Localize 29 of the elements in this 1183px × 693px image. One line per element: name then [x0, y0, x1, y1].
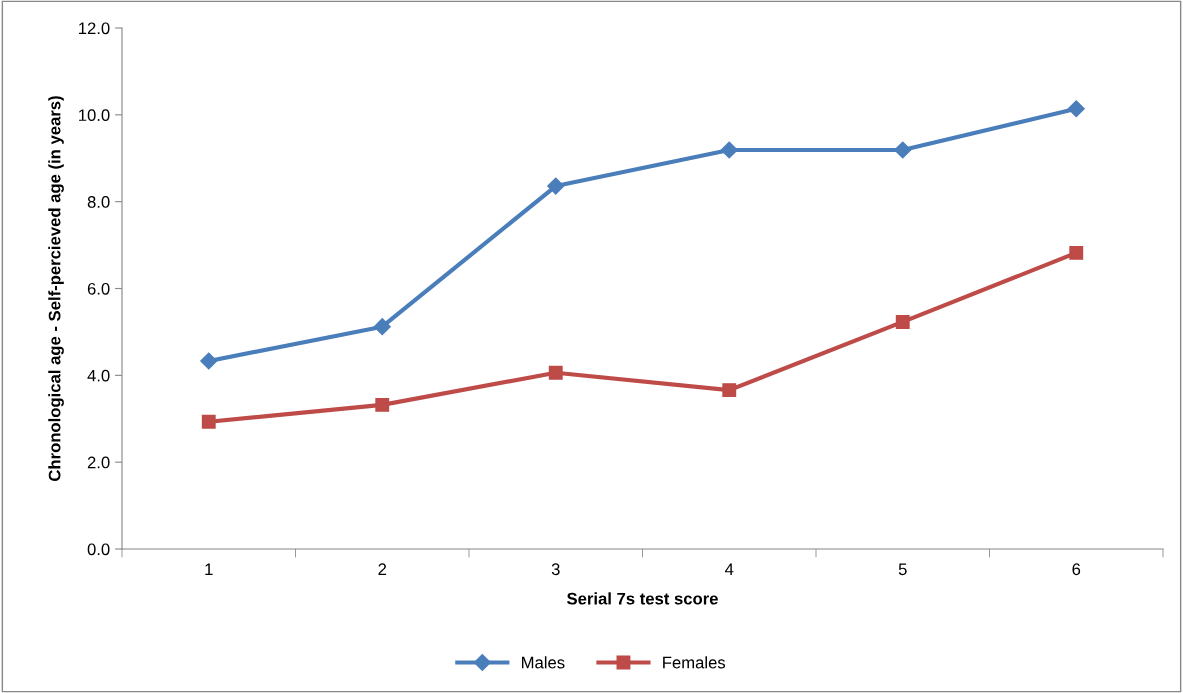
point — [1069, 245, 1084, 260]
point — [894, 141, 912, 159]
x-tick-label: 4 — [725, 563, 734, 575]
legend-label: Females — [663, 656, 726, 669]
point — [895, 314, 910, 329]
x-axis-title: Serial 7s test score — [567, 592, 718, 605]
point — [722, 383, 737, 398]
point — [375, 397, 390, 412]
x-tick-label: 6 — [1072, 563, 1081, 576]
point — [201, 414, 216, 429]
x-tick-label: 1 — [205, 563, 213, 575]
y-tick-label: 4.0 — [87, 369, 110, 382]
y-tick-label: 10.0 — [79, 109, 110, 122]
x-tick-label: 2 — [378, 563, 387, 575]
point — [200, 352, 218, 370]
x-tick-label: 5 — [898, 563, 907, 576]
y-axis-title: Chronological age - Self-percieved age (in years) — [48, 96, 64, 481]
point — [373, 318, 391, 336]
point — [1067, 100, 1085, 118]
point — [547, 177, 565, 195]
y-tick-label: 2.0 — [87, 456, 110, 469]
legend-label: Males — [522, 656, 565, 669]
point — [548, 365, 563, 380]
y-tick-label: 0.0 — [87, 543, 110, 556]
point — [720, 141, 738, 159]
y-tick-label: 6.0 — [87, 282, 110, 295]
y-tick-label: 12.0 — [79, 22, 110, 35]
y-tick-label: 8.0 — [87, 196, 110, 208]
x-tick-label: 3 — [551, 563, 560, 576]
